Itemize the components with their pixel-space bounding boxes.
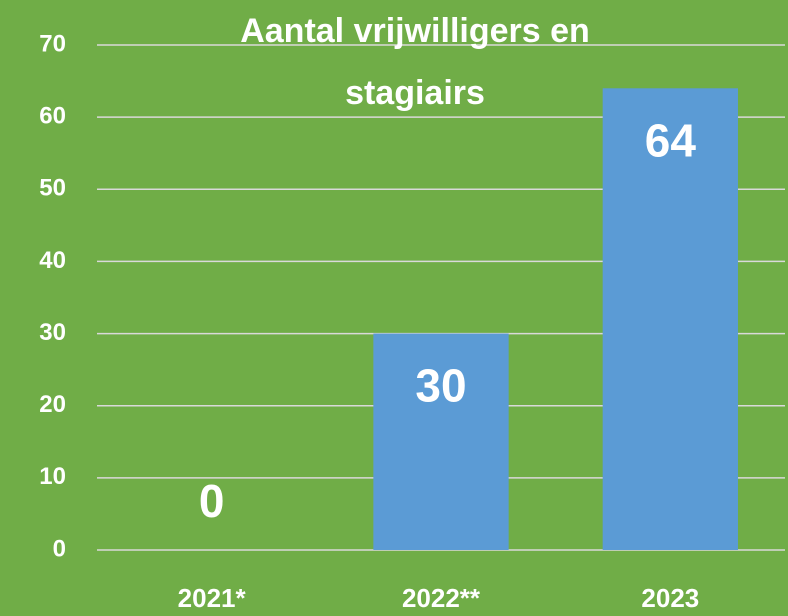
- y-tick-label: 30: [39, 319, 66, 346]
- x-tick-label: 2021*: [178, 583, 247, 613]
- y-tick-label: 40: [39, 247, 66, 274]
- y-tick-label: 10: [39, 463, 66, 490]
- x-tick-label: 2023: [641, 583, 699, 613]
- y-tick-label: 60: [39, 102, 66, 129]
- chart-title: Aantal vrijwilligers en stagiairs: [240, 12, 590, 112]
- data-label: 30: [415, 360, 466, 412]
- y-tick-label: 20: [39, 391, 66, 418]
- data-label: 0: [199, 475, 225, 527]
- y-tick-label: 50: [39, 175, 66, 202]
- bar: [373, 333, 509, 550]
- bar: [602, 88, 738, 551]
- x-tick-label: 2022**: [402, 583, 481, 613]
- y-tick-label: 0: [53, 535, 66, 562]
- y-tick-label: 70: [39, 30, 66, 57]
- data-label: 64: [645, 114, 697, 166]
